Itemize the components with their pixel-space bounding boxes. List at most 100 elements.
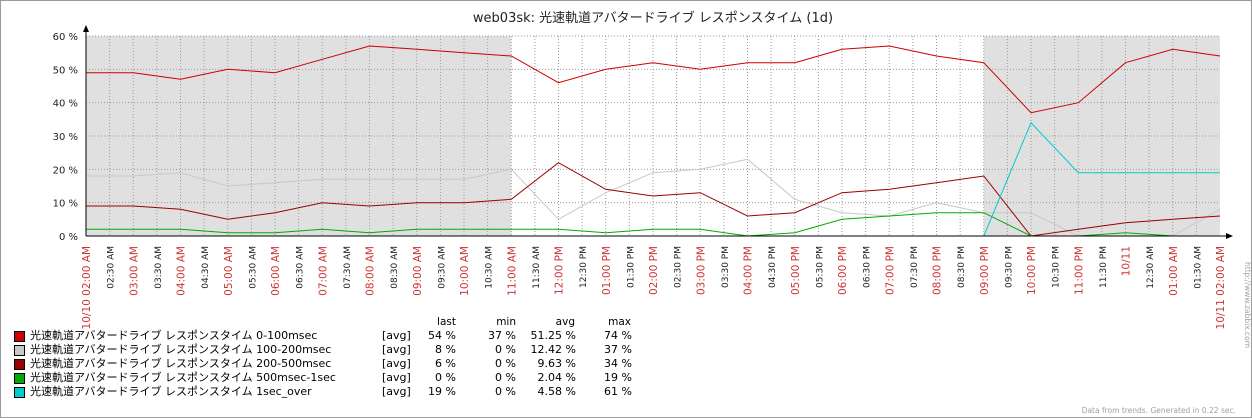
x-tick-label-28: 04:00 PM bbox=[743, 246, 755, 295]
legend-last-4: 19 % bbox=[428, 385, 456, 398]
legend-swatch-1 bbox=[14, 345, 25, 356]
y-tick-label-3: 30 % bbox=[53, 132, 78, 143]
x-tick-label-4: 04:00 AM bbox=[176, 246, 188, 296]
x-tick-label-27: 03:30 PM bbox=[721, 246, 731, 288]
x-tick-label-21: 12:30 PM bbox=[579, 246, 589, 288]
y-tick-label-6: 60 % bbox=[53, 32, 78, 43]
legend-header-max: max bbox=[608, 316, 631, 328]
x-tick-label-5: 04:30 AM bbox=[201, 246, 211, 289]
legend-last-3: 0 % bbox=[435, 371, 456, 384]
legend-function-1: [avg] bbox=[382, 343, 411, 356]
x-tick-label-14: 09:00 AM bbox=[412, 246, 424, 296]
x-tick-label-23: 01:30 PM bbox=[626, 246, 636, 288]
chart-title: web03sk: 光速軌道アバタードライブ レスポンスタイム (1d) bbox=[473, 10, 833, 26]
x-tick-label-8: 06:00 AM bbox=[270, 246, 282, 296]
legend-series-name-4: 光速軌道アバタードライブ レスポンスタイム 1sec_over bbox=[30, 385, 312, 398]
legend-max-1: 37 % bbox=[604, 343, 632, 356]
legend-min-2: 0 % bbox=[495, 357, 516, 370]
x-tick-label-33: 06:30 PM bbox=[863, 246, 873, 288]
legend-header-min: min bbox=[496, 316, 516, 328]
y-tick-label-1: 10 % bbox=[53, 199, 78, 210]
legend-max-4: 61 % bbox=[604, 385, 632, 398]
x-tick-label-24: 02:00 PM bbox=[648, 246, 660, 295]
legend-avg-0: 51.25 % bbox=[530, 329, 576, 342]
legend-last-2: 6 % bbox=[435, 357, 456, 370]
legend-series-name-0: 光速軌道アバタードライブ レスポンスタイム 0-100msec bbox=[30, 329, 318, 342]
y-tick-label-0: 0 % bbox=[59, 232, 78, 243]
x-tick-label-0: 10/10 02:00 AM bbox=[81, 246, 93, 329]
x-tick-label-36: 08:00 PM bbox=[932, 246, 944, 295]
legend-series-name-1: 光速軌道アバタードライブ レスポンスタイム 100-200msec bbox=[30, 343, 332, 356]
x-tick-label-47: 01:30 AM bbox=[1193, 246, 1203, 289]
legend-min-4: 0 % bbox=[495, 385, 516, 398]
x-tick-label-40: 10:00 PM bbox=[1026, 246, 1038, 295]
legend-avg-1: 12.42 % bbox=[530, 343, 576, 356]
legend-swatch-4 bbox=[14, 387, 25, 398]
x-tick-label-11: 07:30 AM bbox=[343, 246, 353, 289]
legend-min-3: 0 % bbox=[495, 371, 516, 384]
legend-avg-2: 9.63 % bbox=[537, 357, 576, 370]
x-axis-arrow bbox=[1226, 233, 1233, 239]
legend-max-2: 34 % bbox=[604, 357, 632, 370]
x-tick-label-45: 12:30 AM bbox=[1146, 246, 1156, 289]
legend-series-name-2: 光速軌道アバタードライブ レスポンスタイム 200-500msec bbox=[30, 357, 332, 370]
x-tick-label-38: 09:00 PM bbox=[979, 246, 991, 295]
legend-min-1: 0 % bbox=[495, 343, 516, 356]
y-tick-label-4: 40 % bbox=[53, 99, 78, 110]
legend-avg-3: 2.04 % bbox=[537, 371, 576, 384]
x-tick-label-19: 11:30 AM bbox=[532, 246, 542, 289]
x-tick-label-46: 01:00 AM bbox=[1168, 246, 1180, 296]
y-axis-arrow bbox=[83, 25, 89, 32]
legend-last-0: 54 % bbox=[428, 329, 456, 342]
x-tick-label-15: 09:30 AM bbox=[437, 246, 447, 289]
x-tick-label-9: 06:30 AM bbox=[296, 246, 306, 289]
legend-max-0: 74 % bbox=[604, 329, 632, 342]
legend-swatch-3 bbox=[14, 373, 25, 384]
x-tick-label-26: 03:00 PM bbox=[695, 246, 707, 295]
x-tick-label-48: 10/11 02:00 AM bbox=[1215, 246, 1227, 329]
x-tick-label-2: 03:00 AM bbox=[128, 246, 140, 296]
legend-header-last: last bbox=[437, 316, 456, 328]
x-tick-label-30: 05:00 PM bbox=[790, 246, 802, 295]
legend-swatch-2 bbox=[14, 359, 25, 370]
x-tick-label-43: 11:30 PM bbox=[1099, 246, 1109, 288]
x-tick-label-35: 07:30 PM bbox=[910, 246, 920, 288]
y-tick-label-5: 50 % bbox=[53, 65, 78, 76]
x-tick-label-6: 05:00 AM bbox=[223, 246, 235, 296]
legend-last-1: 8 % bbox=[435, 343, 456, 356]
y-tick-label-2: 20 % bbox=[53, 165, 78, 176]
x-tick-label-42: 11:00 PM bbox=[1073, 246, 1085, 295]
x-tick-label-39: 09:30 PM bbox=[1004, 246, 1014, 288]
x-tick-label-32: 06:00 PM bbox=[837, 246, 849, 295]
brand-url: http://www.zabbix.com bbox=[1243, 262, 1252, 349]
x-tick-label-44: 10/11 bbox=[1121, 246, 1133, 276]
series-line-1 bbox=[86, 158, 1221, 237]
legend-header-avg: avg bbox=[555, 316, 575, 328]
x-tick-label-31: 05:30 PM bbox=[815, 246, 825, 288]
legend-function-2: [avg] bbox=[382, 357, 411, 370]
legend-swatch-0 bbox=[14, 331, 25, 342]
x-tick-label-18: 11:00 AM bbox=[506, 246, 518, 296]
x-tick-label-34: 07:00 PM bbox=[884, 246, 896, 295]
x-tick-label-12: 08:00 AM bbox=[365, 246, 377, 296]
x-tick-label-16: 10:00 AM bbox=[459, 246, 471, 296]
x-tick-label-25: 02:30 PM bbox=[674, 246, 684, 288]
legend-function-3: [avg] bbox=[382, 371, 411, 384]
x-tick-label-13: 08:30 AM bbox=[390, 246, 400, 289]
x-tick-label-29: 04:30 PM bbox=[768, 246, 778, 288]
x-tick-label-3: 03:30 AM bbox=[154, 246, 164, 289]
x-tick-label-22: 01:00 PM bbox=[601, 246, 613, 295]
x-tick-label-10: 07:00 AM bbox=[317, 246, 329, 296]
legend-series-name-3: 光速軌道アバタードライブ レスポンスタイム 500msec-1sec bbox=[30, 371, 336, 384]
legend-function-4: [avg] bbox=[382, 385, 411, 398]
series-line-0 bbox=[86, 45, 1221, 114]
x-tick-label-17: 10:30 AM bbox=[485, 246, 495, 289]
x-tick-label-37: 08:30 PM bbox=[957, 246, 967, 288]
legend-function-0: [avg] bbox=[382, 329, 411, 342]
x-tick-label-1: 02:30 AM bbox=[107, 246, 117, 289]
footer-note: Data from trends. Generated in 0.22 sec. bbox=[1081, 406, 1236, 415]
x-tick-label-20: 12:00 PM bbox=[554, 246, 566, 295]
legend-min-0: 37 % bbox=[488, 329, 516, 342]
x-tick-label-7: 05:30 AM bbox=[248, 246, 258, 289]
